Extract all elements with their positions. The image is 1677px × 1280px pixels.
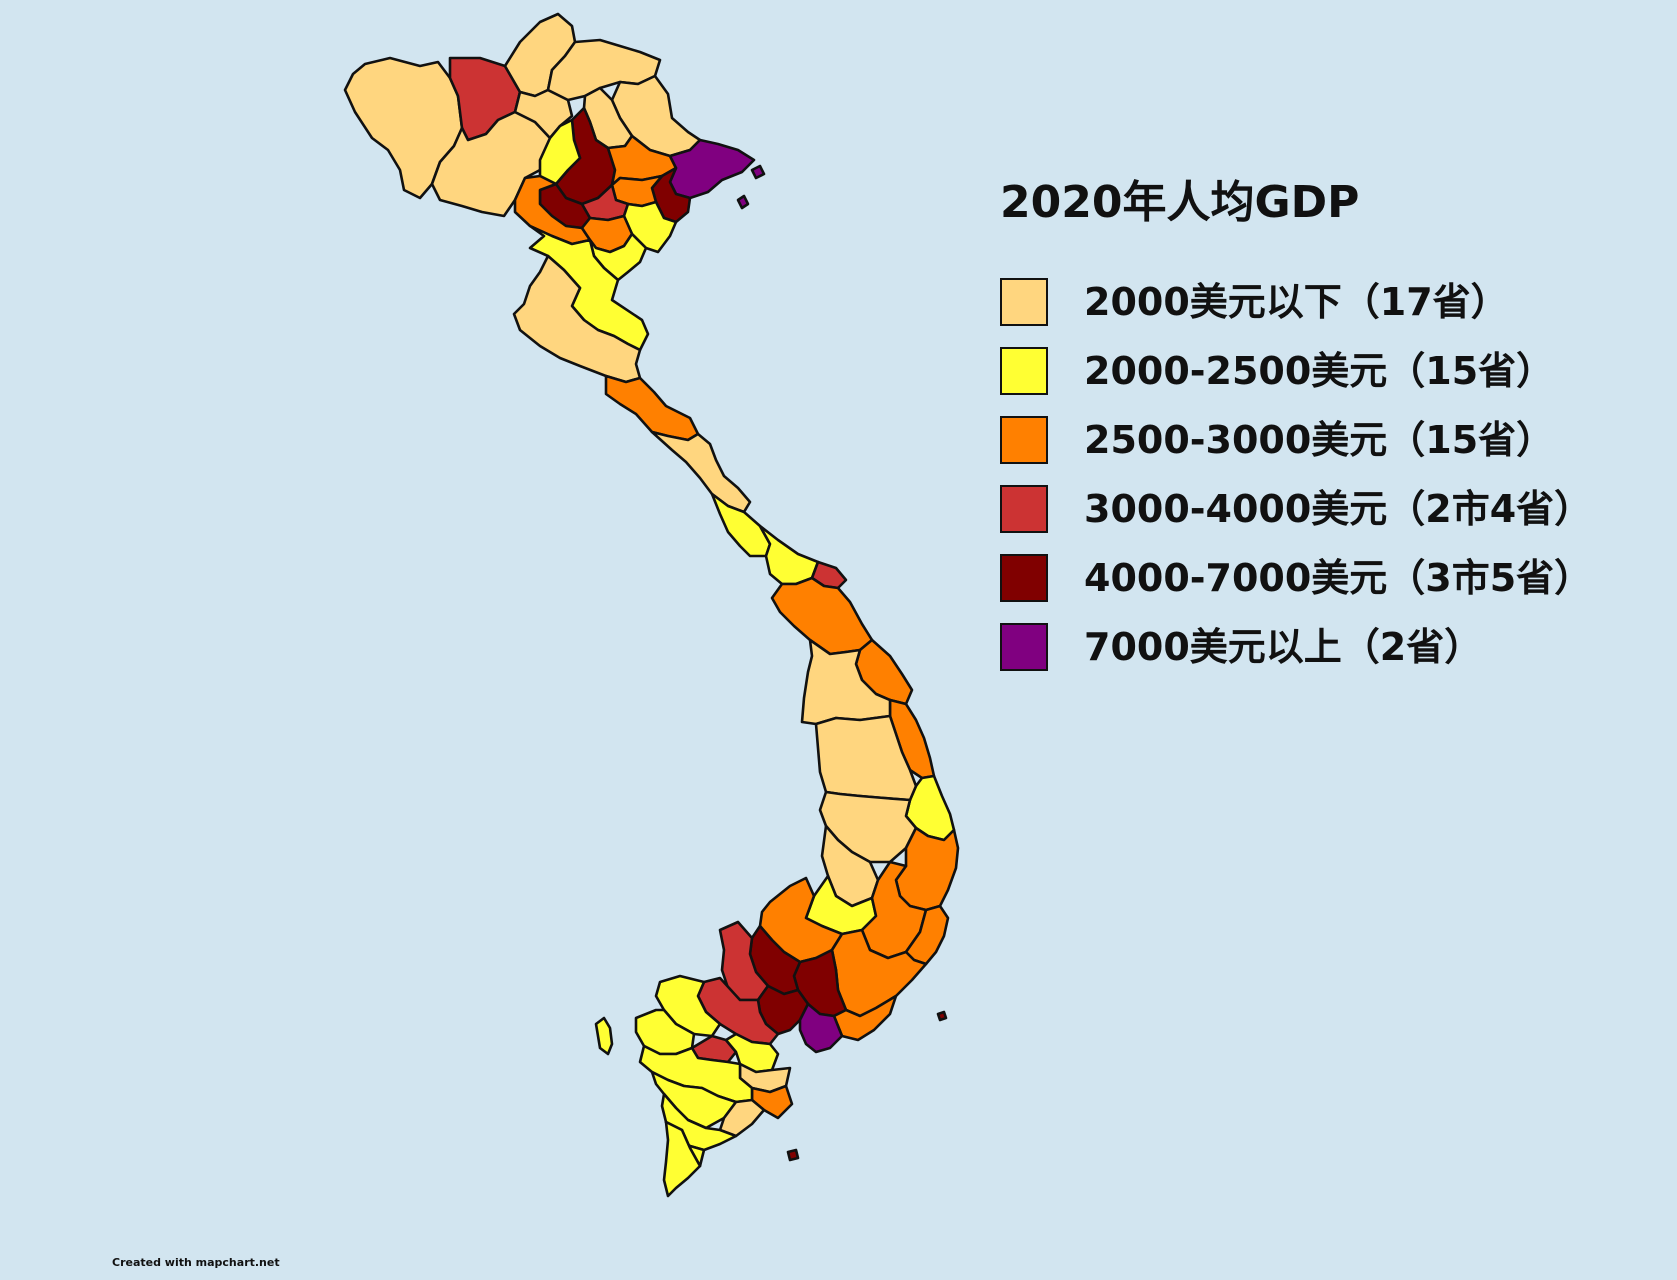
map-title: 2020年人均GDP bbox=[1000, 177, 1360, 228]
province-region[interactable] bbox=[718, 1098, 766, 1138]
legend-swatch bbox=[1000, 623, 1048, 671]
province-region[interactable] bbox=[770, 576, 874, 656]
legend-label: 2000-2500美元（15省） bbox=[1084, 349, 1555, 393]
province-region[interactable] bbox=[662, 1120, 702, 1198]
province-region[interactable] bbox=[758, 524, 820, 586]
legend-label: 4000-7000美元（3市5省） bbox=[1084, 556, 1593, 600]
legend-label: 2000美元以下（17省） bbox=[1084, 280, 1509, 324]
island bbox=[936, 1010, 948, 1022]
province-region[interactable] bbox=[814, 714, 918, 802]
province-region[interactable] bbox=[604, 374, 700, 442]
legend-label: 7000美元以上（2省） bbox=[1084, 625, 1483, 669]
legend-label: 3000-4000美元（2市4省） bbox=[1084, 487, 1593, 531]
legend-swatch bbox=[1000, 485, 1048, 533]
legend-swatch bbox=[1000, 278, 1048, 326]
credit-text: Created with mapchart.net bbox=[112, 1256, 280, 1269]
province-region[interactable] bbox=[654, 974, 722, 1038]
province-region[interactable] bbox=[798, 1002, 844, 1054]
island bbox=[736, 194, 750, 210]
island bbox=[594, 1016, 614, 1056]
province-region[interactable] bbox=[513, 88, 574, 140]
legend-swatch bbox=[1000, 347, 1048, 395]
province-region[interactable] bbox=[832, 994, 898, 1042]
legend-label: 2500-3000美元（15省） bbox=[1084, 418, 1555, 462]
province-region[interactable] bbox=[650, 430, 752, 514]
legend-swatch bbox=[1000, 554, 1048, 602]
island bbox=[786, 1148, 800, 1162]
island bbox=[750, 164, 766, 180]
legend-swatch bbox=[1000, 416, 1048, 464]
province-region[interactable] bbox=[904, 904, 950, 966]
province-region[interactable] bbox=[538, 118, 582, 186]
